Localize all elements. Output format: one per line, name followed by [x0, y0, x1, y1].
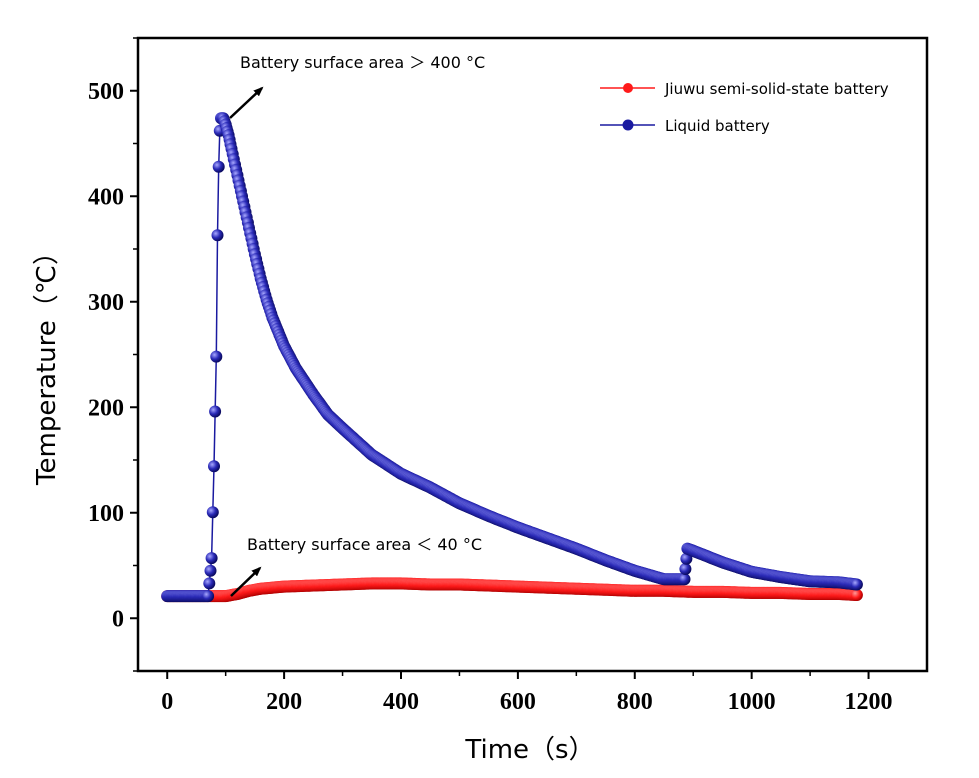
y-axis-title: Temperature（℃） — [32, 239, 62, 486]
x-tick-label-1: 200 — [266, 689, 302, 715]
x-tick-label-5: 1000 — [728, 689, 776, 715]
legend-marker-liquid — [622, 119, 634, 131]
data-point — [850, 589, 863, 601]
y-tick-label-2: 200 — [88, 395, 124, 421]
annotation-low-arrow — [230, 566, 262, 597]
series-1 — [161, 112, 863, 603]
data-point — [203, 577, 216, 590]
y-tick-label-3: 300 — [88, 290, 124, 316]
legend-item-liquid: Liquid battery — [600, 117, 770, 135]
data-point — [850, 578, 863, 591]
annotation-high-temp: Battery surface area ＞ 400 °C — [240, 53, 485, 72]
x-tick-label-3: 600 — [500, 689, 536, 715]
data-point — [209, 405, 222, 418]
data-point — [210, 350, 223, 363]
y-tick-label-0: 0 — [112, 606, 124, 632]
legend-marker-semi-solid — [623, 83, 633, 93]
annotation-low-temp: Battery surface area ＜ 40 °C — [247, 535, 482, 554]
data-point — [678, 573, 691, 586]
data-point — [206, 506, 219, 519]
series-0 — [161, 577, 863, 603]
legend-item-semi-solid: Jiuwu semi-solid-state battery — [600, 80, 889, 98]
data-point — [212, 160, 225, 173]
x-tick-label-2: 400 — [383, 689, 419, 715]
y-tick-label-5: 500 — [88, 79, 124, 105]
x-tick-label-0: 0 — [161, 689, 173, 715]
x-tick-label-4: 800 — [617, 689, 653, 715]
x-axis-title: Time（s） — [464, 735, 594, 765]
annotations: Battery surface area ＞ 400 °C Battery su… — [229, 53, 485, 597]
data-point — [208, 460, 220, 473]
y-tick-label-1: 100 — [88, 501, 124, 527]
data-point — [211, 229, 224, 242]
annotation-high-arrow — [229, 86, 264, 119]
data-point — [680, 552, 693, 565]
data-point — [205, 552, 218, 565]
data-point — [202, 590, 215, 603]
legend-label-semi-solid: Jiuwu semi-solid-state battery — [664, 80, 889, 98]
data-point — [204, 564, 217, 577]
series-layer — [161, 112, 863, 603]
x-tick-label-6: 1200 — [845, 689, 893, 715]
data-point — [679, 563, 692, 575]
axes: 0 200 400 600 800 1000 1200 0 100 200 300 400 500 — [88, 36, 929, 715]
legend-label-liquid: Liquid battery — [665, 117, 770, 135]
y-tick-label-4: 400 — [88, 184, 124, 210]
legend: Jiuwu semi-solid-state battery Liquid ba… — [600, 80, 889, 135]
